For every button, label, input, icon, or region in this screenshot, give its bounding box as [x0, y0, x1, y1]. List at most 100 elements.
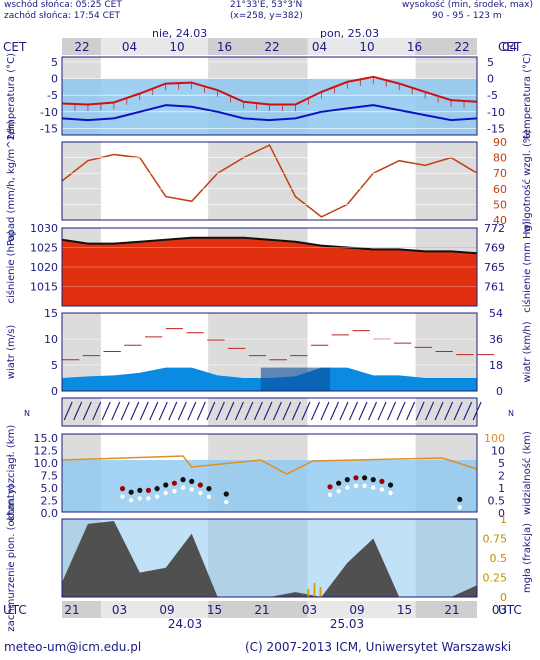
cloud-top-dot — [206, 494, 212, 499]
cloud-top-dot — [388, 490, 393, 496]
bottom-hour-label: 03 — [492, 603, 507, 617]
top-hour-label: 22 — [74, 40, 89, 54]
pressure-tick-label-right: 769 — [484, 242, 505, 255]
visibility-tick-label: 5 — [498, 457, 505, 470]
wind-arrow — [263, 401, 273, 421]
wind-arrow — [282, 401, 292, 421]
temp-tick-label: -5 — [47, 89, 58, 102]
cloud-base-dot — [137, 487, 143, 493]
cloudbase-tick-label: 15.0 — [34, 432, 59, 445]
cloud-base-dot — [180, 477, 186, 483]
visibility-line — [61, 455, 478, 475]
wind-arrow — [253, 401, 263, 421]
bottom-date2: 25.03 — [330, 617, 364, 631]
wind-arrow — [396, 401, 406, 421]
pressure-ylabel-right: ciśnienie (mm Hg) — [521, 221, 533, 313]
pressure-tick-label-right: 772 — [484, 222, 505, 235]
bottom-hour-label: 21 — [254, 603, 269, 617]
top-hour-label: 10 — [359, 40, 374, 54]
temp-tick-label-right: -15 — [487, 122, 505, 135]
pressure-tick-label: 1025 — [30, 242, 58, 255]
winddir-night — [415, 398, 477, 426]
cloudbase-tick-label: 10.0 — [34, 457, 59, 470]
cloudbase-tick-label: 7.5 — [41, 470, 59, 483]
cloud-top-dot — [163, 490, 168, 496]
winddir-frame — [61, 397, 478, 427]
temp-tick-label: 0 — [51, 73, 58, 86]
wind-arrow — [215, 401, 225, 421]
top-night-band — [62, 38, 101, 55]
temp-frame — [61, 56, 478, 136]
bottom-night-band — [415, 601, 477, 618]
cloud-top-dot — [146, 496, 151, 501]
wind-tick-label: 10 — [44, 333, 58, 346]
wind-tick-label-right: 0 — [496, 385, 503, 398]
cloud-top-dot — [379, 487, 385, 492]
top-hour-label: 22 — [264, 40, 279, 54]
wind-arrow — [434, 401, 444, 421]
top-hour-label: 16 — [407, 40, 422, 54]
sunrise-text: wschód słońca: 05:25 CET — [4, 0, 122, 10]
cloud-ylabel-right: mgła (frakcja) — [522, 523, 533, 593]
cloud-base-dot — [206, 486, 212, 492]
cloud-base-dot — [171, 480, 177, 486]
precip-frame — [61, 141, 478, 221]
cloud-ylabel: zachmurzenie pion. (oktanty) — [6, 484, 17, 631]
wind-frame — [61, 312, 478, 392]
height-label: wysokość (min, środek, max) — [402, 0, 533, 10]
temp-tick-label: -10 — [40, 106, 58, 119]
wind-tick-label: 5 — [51, 359, 58, 372]
wind-arrow — [158, 401, 168, 421]
wind-ylabel-right: wiatr (km/h) — [522, 321, 533, 382]
coords-text: 21°33'E, 53°3'N — [230, 0, 303, 10]
cloudbase-tick-label: 12.5 — [34, 445, 59, 458]
copyright-text: (C) 2007-2013 ICM, Uniwersytet Warszawsk… — [245, 640, 512, 654]
wind-arrow — [425, 401, 435, 421]
wind-arrow — [149, 401, 159, 421]
wind-arrow — [453, 401, 463, 421]
wind-arrow — [120, 401, 130, 421]
wind-arrow — [168, 401, 178, 421]
cloud-base-dot — [145, 487, 152, 493]
wind-arrow — [415, 401, 425, 421]
bottom-hour-label: 21 — [444, 603, 459, 617]
bottom-date1: 24.03 — [168, 617, 202, 631]
fog-tick-label: 1 — [500, 513, 507, 526]
pressure-tick-label-right: 765 — [484, 261, 505, 274]
cloud-top-dot — [457, 505, 462, 510]
cloud-top-dot — [198, 490, 203, 496]
tz-left-bottom: UTC — [3, 603, 27, 617]
bottom-hour-label: 09 — [349, 603, 364, 617]
wind-ylabel: wiatr (m/s) — [6, 325, 17, 380]
wind-arrow — [310, 401, 320, 421]
humidity-tick-label: 70 — [493, 167, 507, 180]
precip-ylabel-right: wilgotność wzgl. (%) — [521, 130, 533, 233]
wind-arrow — [234, 401, 244, 421]
day2-label: pon, 25.03 — [320, 27, 380, 40]
cloud-base-dot — [387, 482, 394, 488]
wind-tick-label: 15 — [44, 307, 58, 320]
bottom-hour-label: 21 — [64, 603, 79, 617]
wind-arrow — [111, 401, 121, 421]
wind-arrow — [387, 401, 397, 421]
wind-arrow — [92, 401, 102, 421]
visibility-tick-label: 10 — [491, 445, 505, 458]
temp-ylabel: temperatura (°C) — [6, 53, 17, 139]
cloud-top-dot — [371, 485, 376, 490]
fog-tick-label: 0.5 — [490, 552, 508, 565]
top-night-band — [415, 38, 477, 55]
compass-right: N — [508, 409, 514, 418]
wind-arrow — [368, 401, 378, 421]
bottom-hour-label: 09 — [159, 603, 174, 617]
humidity-line — [61, 144, 478, 218]
wind-arrow — [406, 401, 416, 421]
wind-strong-area — [260, 367, 331, 391]
wind-arrow — [206, 401, 216, 421]
compass-left: N — [24, 409, 30, 418]
fog-tick-label: 0 — [500, 591, 507, 604]
cloud-cover-area — [62, 521, 477, 597]
precip-night — [208, 142, 308, 220]
email-link[interactable]: meteo-um@icm.edu.pl — [4, 640, 142, 654]
precip-night — [62, 142, 101, 220]
wind-arrow — [139, 401, 149, 421]
